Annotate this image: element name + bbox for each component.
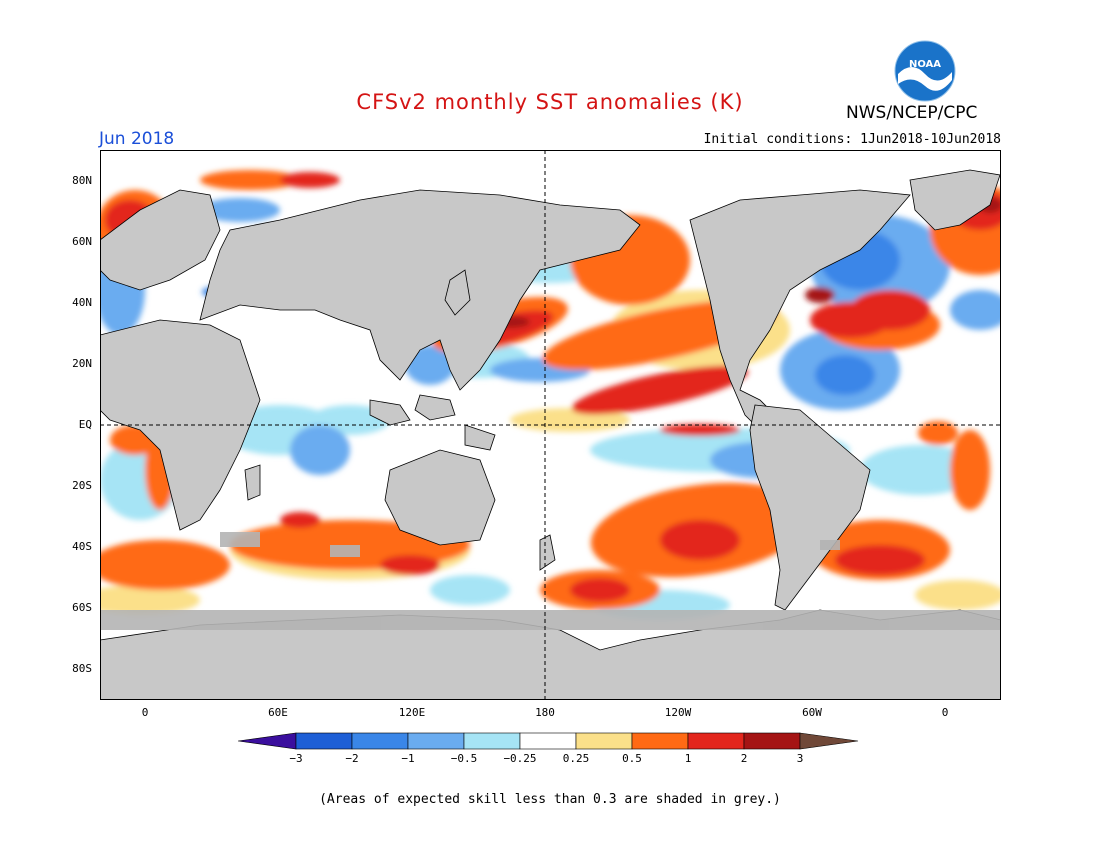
- colorbar-segment: [463, 732, 521, 750]
- lon-label: 0: [941, 706, 949, 719]
- colorbar-label: −1: [401, 752, 415, 765]
- colorbar: [238, 732, 859, 750]
- lat-label: 40N: [72, 296, 92, 309]
- lat-label: 20N: [72, 357, 92, 370]
- forecast-month: Jun 2018: [99, 129, 175, 149]
- colorbar-label: 2: [740, 752, 748, 765]
- lon-label: 60E: [268, 706, 288, 719]
- colorbar-label: 0.25: [562, 752, 590, 765]
- colorbar-label: 0.5: [622, 752, 642, 765]
- colorbar-segment: [575, 732, 633, 750]
- colorbar-label: 1: [684, 752, 692, 765]
- colorbar-label: −0.25: [503, 752, 537, 765]
- low-skill-mask: [100, 532, 1001, 630]
- noaa-logo-icon: NOAA: [894, 40, 956, 102]
- lon-label: 120E: [398, 706, 426, 719]
- colorbar-segment: [238, 732, 297, 750]
- colorbar-segment: [799, 732, 859, 750]
- colorbar-segment: [631, 732, 689, 750]
- sst-anomaly-map: [100, 150, 1001, 700]
- logo-text: NOAA: [909, 59, 941, 70]
- lat-label: EQ: [78, 418, 92, 431]
- initial-conditions-label: Initial conditions: 1Jun2018-10Jun2018: [703, 132, 1001, 147]
- lat-label: 80S: [72, 662, 92, 675]
- colorbar-segment: [351, 732, 409, 750]
- lon-label: 0: [141, 706, 149, 719]
- lat-label: 60N: [72, 235, 92, 248]
- colorbar-label: −3: [289, 752, 303, 765]
- lat-label: 20S: [72, 479, 92, 492]
- colorbar-label: −0.5: [450, 752, 478, 765]
- colorbar-label: −2: [345, 752, 359, 765]
- map-title: CFSv2 monthly SST anomalies (K): [356, 90, 744, 114]
- lon-label: 60W: [802, 706, 822, 719]
- lon-label: 120W: [664, 706, 692, 719]
- lat-label: 80N: [72, 174, 92, 187]
- footnote: (Areas of expected skill less than 0.3 a…: [319, 792, 781, 807]
- colorbar-segment: [407, 732, 465, 750]
- lon-label: 180: [535, 706, 555, 719]
- agency-label: NWS/NCEP/CPC: [846, 103, 978, 123]
- colorbar-segment: [687, 732, 745, 750]
- colorbar-segment: [519, 732, 577, 750]
- lat-label: 40S: [72, 540, 92, 553]
- colorbar-label: 3: [796, 752, 804, 765]
- colorbar-segment: [295, 732, 353, 750]
- lat-label: 60S: [72, 601, 92, 614]
- colorbar-segment: [743, 732, 801, 750]
